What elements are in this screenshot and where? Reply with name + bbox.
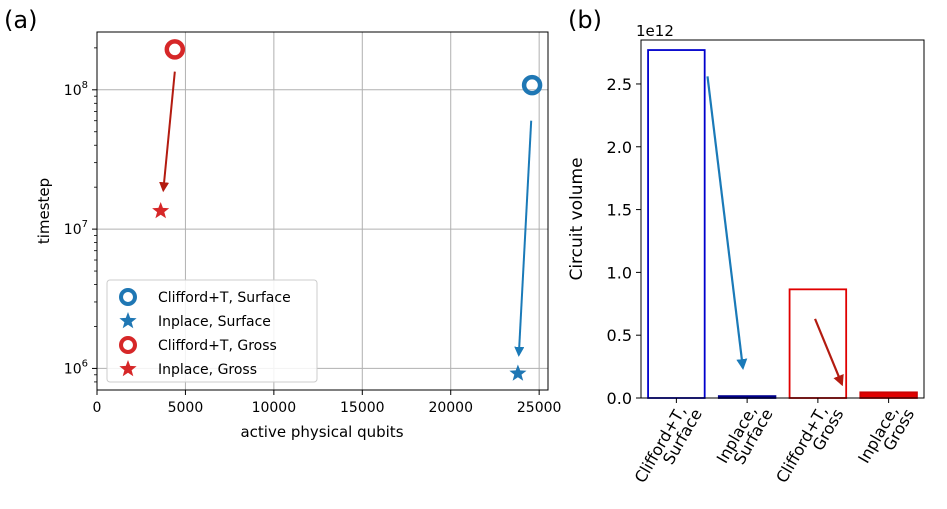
legend-label: Clifford+T, Gross [158, 338, 277, 354]
x-tick-label: 20000 [428, 400, 473, 416]
arrows [159, 71, 533, 357]
axes-frame [640, 39, 925, 399]
y-tick-label: 0.5 [607, 326, 632, 345]
y-tick-label: 1.0 [607, 263, 632, 282]
trend-arrow [706, 76, 748, 371]
panel-a-label: (a) [4, 6, 37, 34]
legend: Clifford+T, Surface Inplace, Surface Cliff… [106, 279, 318, 383]
y-tick-label: 106 [64, 358, 88, 377]
panel-b-label: (b) [568, 6, 602, 34]
bar [859, 391, 918, 399]
trend-arrow [814, 318, 844, 387]
point-clifford-t-surface [521, 74, 543, 96]
arrows [706, 76, 844, 387]
legend-ring-marker [119, 288, 137, 306]
legend-label: Inplace, Gross [158, 362, 257, 378]
scatter-plot: 0 5000 10000 15000 20000 25000 106 107 108 acti… [35, 31, 562, 441]
y-tick-label: 0.0 [607, 389, 632, 408]
y-axis-ticks: 106 107 108 [64, 47, 97, 383]
y-tick-label: 2.0 [607, 138, 632, 157]
trend-arrow [514, 120, 533, 357]
bar [788, 288, 848, 399]
legend-label: Inplace, Surface [158, 314, 271, 330]
legend-star-marker [119, 360, 137, 377]
trend-arrow [159, 71, 176, 193]
y-axis-label: timestep [35, 178, 53, 244]
scatter-marks [152, 39, 543, 381]
y-tick-label: 107 [64, 219, 88, 238]
y-axis-label: Circuit volume [567, 157, 587, 280]
y-axis-ticks: 0.0 0.5 1.0 1.5 2.0 2.5 [607, 75, 641, 408]
y-offset-label: 1e12 [636, 22, 674, 40]
legend-star-marker [119, 312, 137, 329]
point-clifford-t-gross [164, 39, 186, 60]
legend-frame [106, 279, 318, 383]
x-tick-label: 5000 [168, 400, 204, 416]
x-axis-ticks: 0 5000 10000 15000 20000 25000 [93, 390, 562, 416]
y-tick-label: 108 [64, 80, 88, 99]
x-tick-label: 10000 [252, 400, 297, 416]
x-tick-label: 15000 [340, 400, 385, 416]
x-axis-label: active physical qubits [240, 423, 403, 441]
x-tick-label: 25000 [517, 400, 562, 416]
point-inplace-gross [152, 202, 170, 219]
y-tick-label: 2.5 [607, 75, 632, 94]
y-tick-label: 1.5 [607, 201, 632, 220]
point-inplace-surface [509, 364, 527, 381]
bar-chart: 1e12 0.0 0.5 1.0 1.5 2.0 2.5 Clifford+T,Surfa… [567, 22, 925, 486]
x-axis-ticks: Clifford+T,Surface Inplace,SurfaceCliffor… [631, 398, 918, 486]
bars [647, 49, 918, 399]
legend-label: Clifford+T, Surface [158, 290, 291, 306]
x-tick-label: 0 [93, 400, 102, 416]
legend-ring-marker [119, 336, 137, 354]
bar [647, 49, 706, 399]
axes-frame [96, 31, 549, 391]
